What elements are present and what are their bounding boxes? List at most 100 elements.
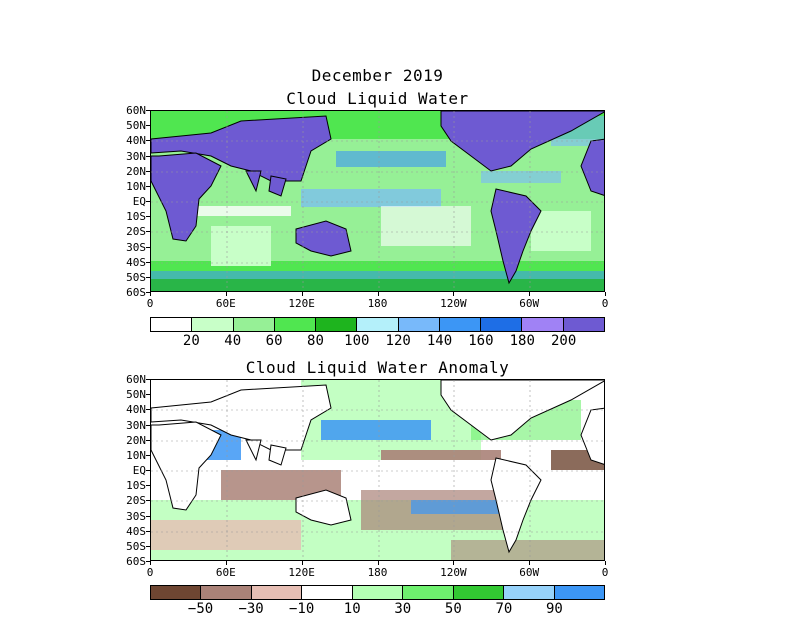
cloud-liquid-water-anomaly-map bbox=[150, 379, 605, 561]
colorbar-swatch bbox=[563, 318, 604, 331]
longitude-label: 0 bbox=[146, 566, 154, 579]
longitude-tick bbox=[378, 292, 379, 296]
latitude-label: 40N bbox=[126, 403, 146, 417]
longitude-label: 180 bbox=[367, 566, 388, 579]
longitude-label: 60W bbox=[519, 566, 540, 579]
longitude-tick bbox=[529, 561, 530, 565]
colorbar-swatch bbox=[554, 586, 604, 599]
latitude-tick bbox=[146, 561, 150, 562]
latitude-tick bbox=[146, 156, 150, 157]
longitude-tick bbox=[150, 292, 151, 296]
latitude-label: 10N bbox=[126, 179, 146, 193]
colorbar-label: 20 bbox=[182, 333, 200, 349]
colorbar-swatch bbox=[201, 586, 252, 599]
cloud-liquid-water-map bbox=[150, 110, 605, 292]
longitude-label: 120W bbox=[440, 297, 467, 310]
latitude-tick bbox=[146, 394, 150, 395]
longitude-label: 120E bbox=[288, 297, 315, 310]
longitude-tick bbox=[226, 561, 227, 565]
colorbar-swatch bbox=[403, 586, 454, 599]
map-date-title: December 2019 bbox=[311, 66, 444, 85]
longitude-label: 60E bbox=[215, 566, 236, 579]
latitude-label: 30S bbox=[126, 509, 146, 523]
latitude-label: 50S bbox=[126, 539, 146, 553]
latitude-tick bbox=[146, 125, 150, 126]
latitude-label: 40S bbox=[126, 524, 146, 538]
colorbar-label: 10 bbox=[343, 601, 361, 617]
colorbar-label: 160 bbox=[468, 333, 494, 349]
colorbar-swatch bbox=[481, 318, 523, 331]
colorbar-label: 200 bbox=[550, 333, 577, 349]
latitude-label: 60N bbox=[126, 373, 146, 386]
latitude-label: 30N bbox=[126, 149, 146, 163]
latitude-tick bbox=[146, 231, 150, 232]
colorbar-swatch bbox=[233, 318, 275, 331]
colorbar-swatch bbox=[151, 586, 202, 599]
latitude-tick bbox=[146, 247, 150, 248]
latitude-tick bbox=[146, 140, 150, 141]
latitude-label: 60S bbox=[126, 286, 146, 299]
latitude-label: 10N bbox=[126, 448, 146, 462]
latitude-label: 50S bbox=[126, 270, 146, 284]
latitude-tick bbox=[146, 455, 150, 456]
anomaly-colorbar bbox=[150, 585, 605, 600]
colorbar-label: 80 bbox=[307, 333, 324, 349]
colorbar-label: 180 bbox=[509, 333, 535, 349]
longitude-tick bbox=[378, 561, 379, 565]
latitude-tick bbox=[146, 262, 150, 263]
latitude-tick bbox=[146, 277, 150, 278]
latitude-tick bbox=[146, 110, 150, 111]
latitude-label: 40S bbox=[126, 255, 146, 269]
map-variable-title: Cloud Liquid Water bbox=[286, 89, 469, 108]
colorbar-swatch bbox=[352, 586, 404, 599]
colorbar-label: 120 bbox=[385, 333, 411, 349]
anomaly-map-title: Cloud Liquid Water Anomaly bbox=[245, 358, 510, 377]
colorbar-label: 40 bbox=[224, 333, 242, 349]
colorbar-label: 70 bbox=[495, 601, 513, 617]
latitude-label: 10S bbox=[126, 479, 146, 493]
latitude-tick bbox=[146, 440, 150, 441]
longitude-label: 0 bbox=[601, 566, 609, 579]
latitude-label: 30N bbox=[126, 418, 146, 432]
latitude-label: 60S bbox=[126, 555, 146, 568]
latitude-tick bbox=[146, 516, 150, 517]
longitude-tick bbox=[605, 292, 606, 296]
latitude-tick bbox=[146, 470, 150, 471]
latitude-tick bbox=[146, 292, 150, 293]
colorbar-swatch bbox=[316, 318, 358, 331]
latitude-label: 50N bbox=[126, 119, 146, 133]
latitude-tick bbox=[146, 171, 150, 172]
longitude-tick bbox=[453, 292, 454, 296]
longitude-tick bbox=[529, 292, 530, 296]
colorbar-swatch bbox=[251, 586, 303, 599]
land-outlines bbox=[151, 380, 604, 554]
latitude-tick bbox=[146, 546, 150, 547]
colorbar-label: 30 bbox=[394, 601, 412, 617]
colorbar-swatch bbox=[504, 586, 555, 599]
longitude-tick bbox=[453, 561, 454, 565]
latitude-tick bbox=[146, 425, 150, 426]
latitude-label: 20S bbox=[126, 225, 146, 239]
colorbar-swatch bbox=[274, 318, 317, 331]
latitude-label: EQ bbox=[132, 464, 146, 477]
latitude-label: EQ bbox=[132, 195, 146, 208]
colorbar-label: −50 bbox=[187, 601, 214, 617]
latitude-label: 10S bbox=[126, 210, 146, 224]
cloud-liquid-water-colorbar bbox=[150, 317, 605, 332]
latitude-label: 40N bbox=[126, 134, 146, 148]
latitude-label: 60N bbox=[126, 104, 146, 117]
longitude-tick bbox=[150, 561, 151, 565]
colorbar-label: −10 bbox=[289, 601, 315, 617]
latitude-label: 20N bbox=[126, 433, 146, 447]
latitude-label: 30S bbox=[126, 240, 146, 254]
longitude-tick bbox=[302, 561, 303, 565]
colorbar-swatch bbox=[357, 318, 399, 331]
grid-lines bbox=[151, 111, 604, 291]
latitude-tick bbox=[146, 216, 150, 217]
longitude-label: 120W bbox=[440, 566, 467, 579]
longitude-tick bbox=[605, 561, 606, 565]
longitude-label: 180 bbox=[367, 297, 388, 310]
colorbar-swatch bbox=[522, 318, 564, 331]
colorbar-label: −30 bbox=[238, 601, 264, 617]
latitude-tick bbox=[146, 379, 150, 380]
